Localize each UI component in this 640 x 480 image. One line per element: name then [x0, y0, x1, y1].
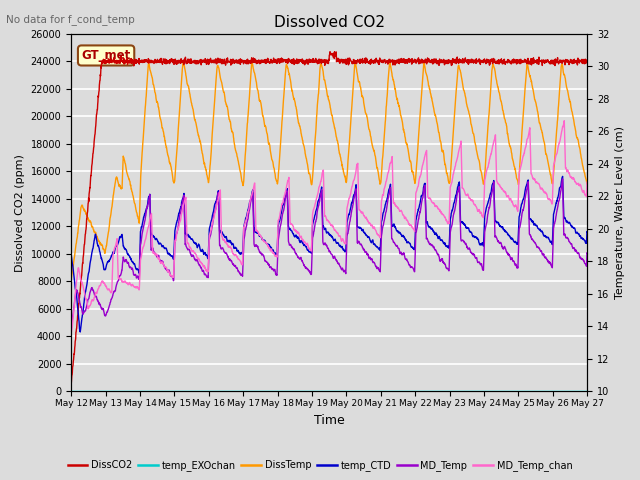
Title: Dissolved CO2: Dissolved CO2	[274, 15, 385, 30]
X-axis label: Time: Time	[314, 414, 344, 427]
Legend: DissCO2, temp_EXOchan, DissTemp, temp_CTD, MD_Temp, MD_Temp_chan: DissCO2, temp_EXOchan, DissTemp, temp_CT…	[64, 456, 576, 475]
Text: No data for f_cond_temp: No data for f_cond_temp	[6, 14, 135, 25]
Text: GT_met: GT_met	[81, 49, 131, 62]
Y-axis label: Temperature, Water Level (cm): Temperature, Water Level (cm)	[615, 126, 625, 299]
Y-axis label: Dissolved CO2 (ppm): Dissolved CO2 (ppm)	[15, 154, 25, 272]
